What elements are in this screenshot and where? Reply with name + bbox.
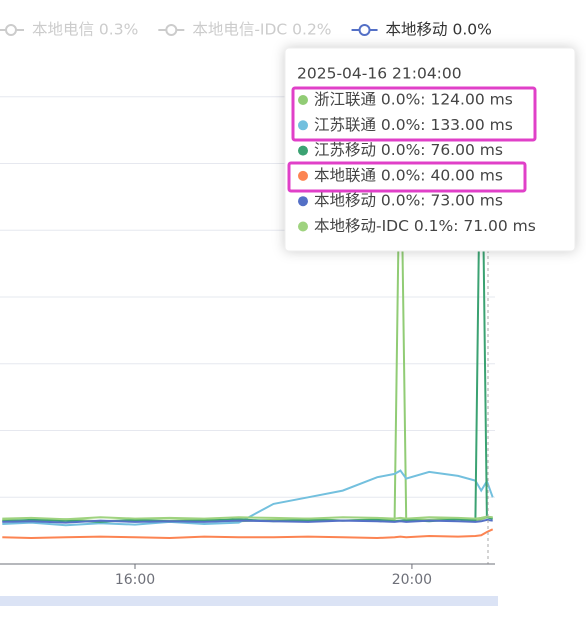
x-tick-label: 16:00	[115, 572, 155, 588]
lines	[2, 56, 494, 540]
tooltip-row: 本地移动-IDC 0.1%: 71.00 ms	[314, 217, 536, 235]
tooltip-row: 本地移动 0.0%: 73.00 ms	[314, 192, 503, 210]
highlight-box	[291, 86, 537, 142]
tooltip-marker	[298, 145, 308, 156]
grid	[0, 96, 495, 569]
tooltip-row: 浙江联通 0.0%: 124.00 ms	[314, 91, 513, 109]
tooltip-marker	[298, 221, 308, 232]
legend-icon	[358, 24, 371, 36]
tooltip-row: 本地联通 0.0%: 40.00 ms	[314, 166, 503, 184]
legend-icon	[165, 24, 178, 36]
legend-label[interactable]: 本地移动 0.0%	[386, 21, 492, 39]
tooltip-row: 江苏移动 0.0%: 76.00 ms	[314, 141, 503, 159]
highlight-box	[287, 161, 527, 193]
tooltip-box	[284, 47, 576, 252]
tooltip-marker	[298, 196, 308, 207]
legend-label[interactable]: 本地电信-IDC 0.2%	[192, 21, 331, 39]
tooltip-row: 江苏联通 0.0%: 133.00 ms	[314, 116, 513, 134]
x-tick-label: 20:00	[392, 572, 432, 588]
tooltip-title: 2025-04-16 21:04:00	[297, 65, 462, 83]
series-line	[2, 518, 493, 524]
series-line	[2, 469, 494, 527]
tooltip-marker	[298, 95, 308, 105]
legend-label[interactable]: 本地电信 0.3%	[32, 21, 138, 39]
legend: 本地电信 0.3% 本地电信-IDC 0.2% 本地移动 0.0%	[0, 21, 492, 39]
series-line	[2, 515, 493, 521]
tooltip-marker	[298, 170, 308, 181]
tooltip-marker	[298, 120, 308, 131]
legend-icon	[5, 24, 17, 36]
series-line	[2, 528, 494, 540]
zoom-slider[interactable]	[0, 596, 498, 606]
tooltip: 2025-04-16 21:04:00 浙江联通 0.0%: 124.00 ms…	[284, 47, 576, 252]
